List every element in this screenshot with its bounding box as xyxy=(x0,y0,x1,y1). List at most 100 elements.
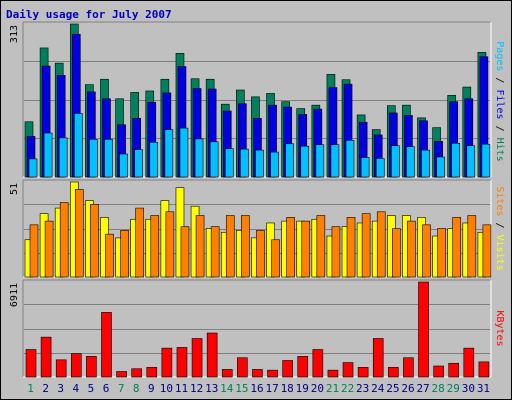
kbytes-bar xyxy=(252,369,263,378)
kbytes-bar xyxy=(101,312,112,378)
day-label: 3 xyxy=(57,382,64,395)
day-label: 25 xyxy=(386,382,399,395)
kbytes-bar xyxy=(146,367,158,378)
pages-bar xyxy=(421,149,430,178)
day-label: 7 xyxy=(118,382,125,395)
day-label: 29 xyxy=(447,382,460,395)
day-label: 31 xyxy=(477,382,490,395)
kbytes-legend: KBytes xyxy=(494,310,505,346)
hits-files-pages-panel: 313 Pages / Files / Hits xyxy=(9,21,505,178)
sites-bar xyxy=(271,239,280,278)
day-label: 18 xyxy=(281,382,294,395)
kbytes-bar xyxy=(191,338,203,378)
day-label: 19 xyxy=(296,382,309,395)
pages-bar xyxy=(104,139,113,178)
kbytes-bar xyxy=(40,336,52,378)
pages-bar xyxy=(406,146,415,178)
sites-bar xyxy=(392,228,401,278)
day-label: 21 xyxy=(326,382,339,395)
sites-bar xyxy=(165,211,175,278)
kbytes-panel: 6911 KBytes xyxy=(9,279,505,378)
pages-bar xyxy=(89,139,98,178)
day-label: 30 xyxy=(462,382,475,395)
kbytes-bar xyxy=(206,332,218,378)
kbytes-bar xyxy=(403,357,414,378)
visits-ymax-label: 51 xyxy=(9,183,20,195)
sites-bar xyxy=(241,215,250,278)
day-label: 11 xyxy=(175,382,188,395)
hits-ymax-label: 313 xyxy=(9,25,20,43)
legend-pages: Pages xyxy=(494,41,505,71)
sites-bar xyxy=(120,230,129,278)
pages-bar xyxy=(300,145,310,178)
day-label: 1 xyxy=(27,382,34,395)
pages-bar xyxy=(391,145,400,178)
day-label: 12 xyxy=(190,382,203,395)
kbytes-bar xyxy=(327,369,339,378)
day-label: 24 xyxy=(371,382,385,395)
sites-bar xyxy=(180,226,190,278)
day-label: 16 xyxy=(250,382,263,395)
pages-bar xyxy=(240,148,249,178)
sites-bar xyxy=(422,224,431,278)
kbytes-bar xyxy=(176,347,188,378)
day-label: 5 xyxy=(88,382,95,395)
day-label: 13 xyxy=(205,382,218,395)
pages-bar xyxy=(194,138,204,178)
kbytes-bar xyxy=(448,362,460,378)
sites-bar xyxy=(105,233,114,278)
day-label: 20 xyxy=(311,382,324,395)
kbytes-bar xyxy=(131,368,142,378)
sites-bar xyxy=(150,215,160,278)
pages-bar xyxy=(179,127,189,178)
pages-bar xyxy=(466,145,476,178)
pages-bar xyxy=(43,132,53,178)
pages-bar xyxy=(436,156,445,178)
pages-bar xyxy=(58,137,68,178)
pages-bar xyxy=(330,144,340,178)
legend-files: Files xyxy=(494,89,505,119)
kbytes-bar xyxy=(372,338,384,378)
kbytes-ymax-label: 6911 xyxy=(9,283,20,307)
pages-bar xyxy=(360,157,370,178)
sites-bar xyxy=(437,228,446,278)
sites-bar xyxy=(482,224,492,278)
pages-bar xyxy=(224,148,234,178)
visits-sites-panel: 51 Sites / Visits xyxy=(9,179,505,278)
sites-bar xyxy=(195,215,205,278)
legend-kbytes: KBytes xyxy=(494,310,505,346)
pages-bar xyxy=(119,153,128,178)
kbytes-bar xyxy=(342,362,354,378)
pages-bar xyxy=(209,141,219,178)
pages-bar xyxy=(149,141,159,178)
day-label: 4 xyxy=(73,382,80,395)
sites-bar xyxy=(301,220,311,278)
kbytes-bar xyxy=(388,367,399,378)
day-label: 9 xyxy=(148,382,155,395)
kbytes-bar xyxy=(221,369,233,378)
day-label: 6 xyxy=(103,382,110,395)
kbytes-bar xyxy=(463,347,475,378)
day-label: 15 xyxy=(235,382,248,395)
x-axis-labels: 1 2 3 4 5 6 7 8 9 10 11 12 13 14 15 16 17 18 19 20 21 22 23 24 2… xyxy=(27,382,490,395)
sites-bar xyxy=(331,226,341,278)
kbytes-bar xyxy=(55,359,67,378)
pages-bar xyxy=(451,142,461,178)
sites-bar xyxy=(135,207,144,278)
pages-bar xyxy=(285,143,294,178)
sites-bar xyxy=(74,189,84,278)
sites-bar xyxy=(59,202,69,278)
day-label: 28 xyxy=(432,382,445,395)
day-label: 17 xyxy=(265,382,278,395)
day-label: 27 xyxy=(416,382,429,395)
kbytes-bar xyxy=(478,361,490,378)
pages-bar xyxy=(315,144,325,178)
sites-bar xyxy=(467,215,477,278)
kbytes-bar xyxy=(433,365,444,378)
day-label: 10 xyxy=(160,382,173,395)
legend-hits: Hits xyxy=(494,138,505,162)
sites-bar xyxy=(225,215,235,278)
sites-bar xyxy=(316,215,326,278)
day-label: 2 xyxy=(42,382,49,395)
